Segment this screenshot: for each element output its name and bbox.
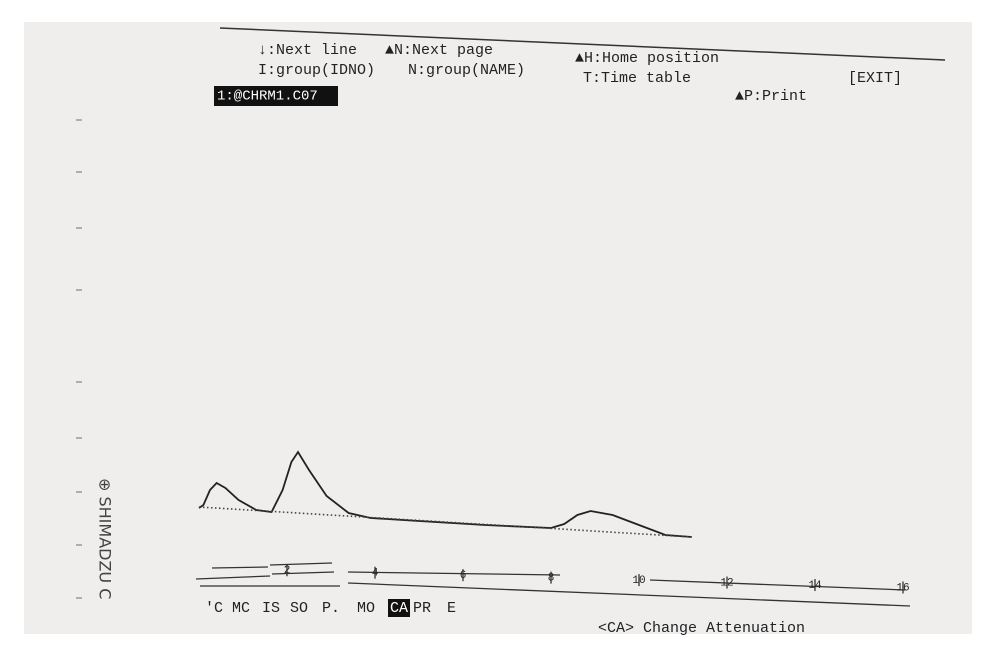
x-tick-label: 6 bbox=[460, 570, 467, 582]
menu-item[interactable]: N:group(NAME) bbox=[408, 62, 525, 79]
menu-item[interactable]: I:group(IDNO) bbox=[258, 62, 375, 79]
file-name: 1:@CHRM1.C07 bbox=[217, 89, 318, 105]
softkey[interactable]: PR bbox=[413, 600, 431, 617]
x-tick-label: 10 bbox=[632, 575, 645, 587]
x-tick-label: 14 bbox=[808, 580, 822, 592]
x-tick-label: 12 bbox=[720, 577, 733, 589]
softkey[interactable]: CA bbox=[390, 600, 408, 617]
exit-button[interactable]: [EXIT] bbox=[848, 70, 902, 87]
softkey[interactable]: SO bbox=[290, 600, 308, 617]
paper bbox=[24, 22, 972, 634]
x-tick-label: 2 bbox=[284, 565, 291, 577]
menu-item[interactable]: ▲H:Home position bbox=[575, 50, 719, 67]
softkey[interactable]: E bbox=[447, 600, 456, 617]
menu-item[interactable]: ↓:Next line bbox=[258, 42, 357, 59]
menu-item[interactable]: T:Time table bbox=[583, 70, 691, 87]
softkey[interactable]: 'C bbox=[205, 600, 223, 617]
softkey[interactable]: MC bbox=[232, 600, 250, 617]
menu-item[interactable]: ▲P:Print bbox=[735, 88, 807, 105]
x-tick-label: 16 bbox=[896, 582, 909, 594]
x-tick-label: 4 bbox=[372, 568, 379, 580]
brand: ⊕ SHIMADZU C bbox=[96, 478, 115, 599]
softkey[interactable]: P. bbox=[322, 600, 340, 617]
menu-item[interactable]: ▲N:Next page bbox=[385, 42, 493, 59]
softkey[interactable]: MO bbox=[357, 600, 375, 617]
x-tick-label: 8 bbox=[548, 573, 555, 585]
help-text: <CA> Change Attenuation bbox=[598, 620, 805, 637]
screen: ↓:Next line I:group(IDNO) ▲N:Next page N… bbox=[0, 0, 989, 650]
softkey[interactable]: IS bbox=[262, 600, 280, 617]
